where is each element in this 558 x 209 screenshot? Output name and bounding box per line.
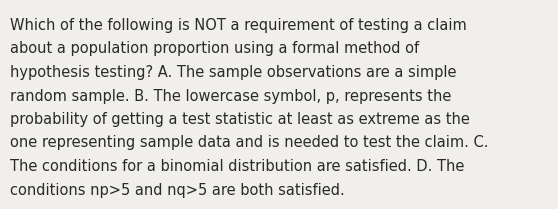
Text: one representing sample data and is needed to test the claim. C.: one representing sample data and is need… xyxy=(10,135,488,150)
Text: probability of getting a test statistic at least as extreme as the: probability of getting a test statistic … xyxy=(10,112,470,127)
Text: hypothesis testing? A. The sample observations are a simple: hypothesis testing? A. The sample observ… xyxy=(10,65,456,80)
Text: about a population proportion using a formal method of: about a population proportion using a fo… xyxy=(10,42,419,56)
Text: conditions np>5 and nq>5 are both satisfied.: conditions np>5 and nq>5 are both satisf… xyxy=(10,182,345,198)
Text: Which of the following is NOT a requirement of testing a claim: Which of the following is NOT a requirem… xyxy=(10,18,466,33)
Text: The conditions for a binomial distribution are satisfied. D. The: The conditions for a binomial distributi… xyxy=(10,159,464,174)
Text: random sample. B. The lowercase symbol, p, represents the: random sample. B. The lowercase symbol, … xyxy=(10,88,451,103)
